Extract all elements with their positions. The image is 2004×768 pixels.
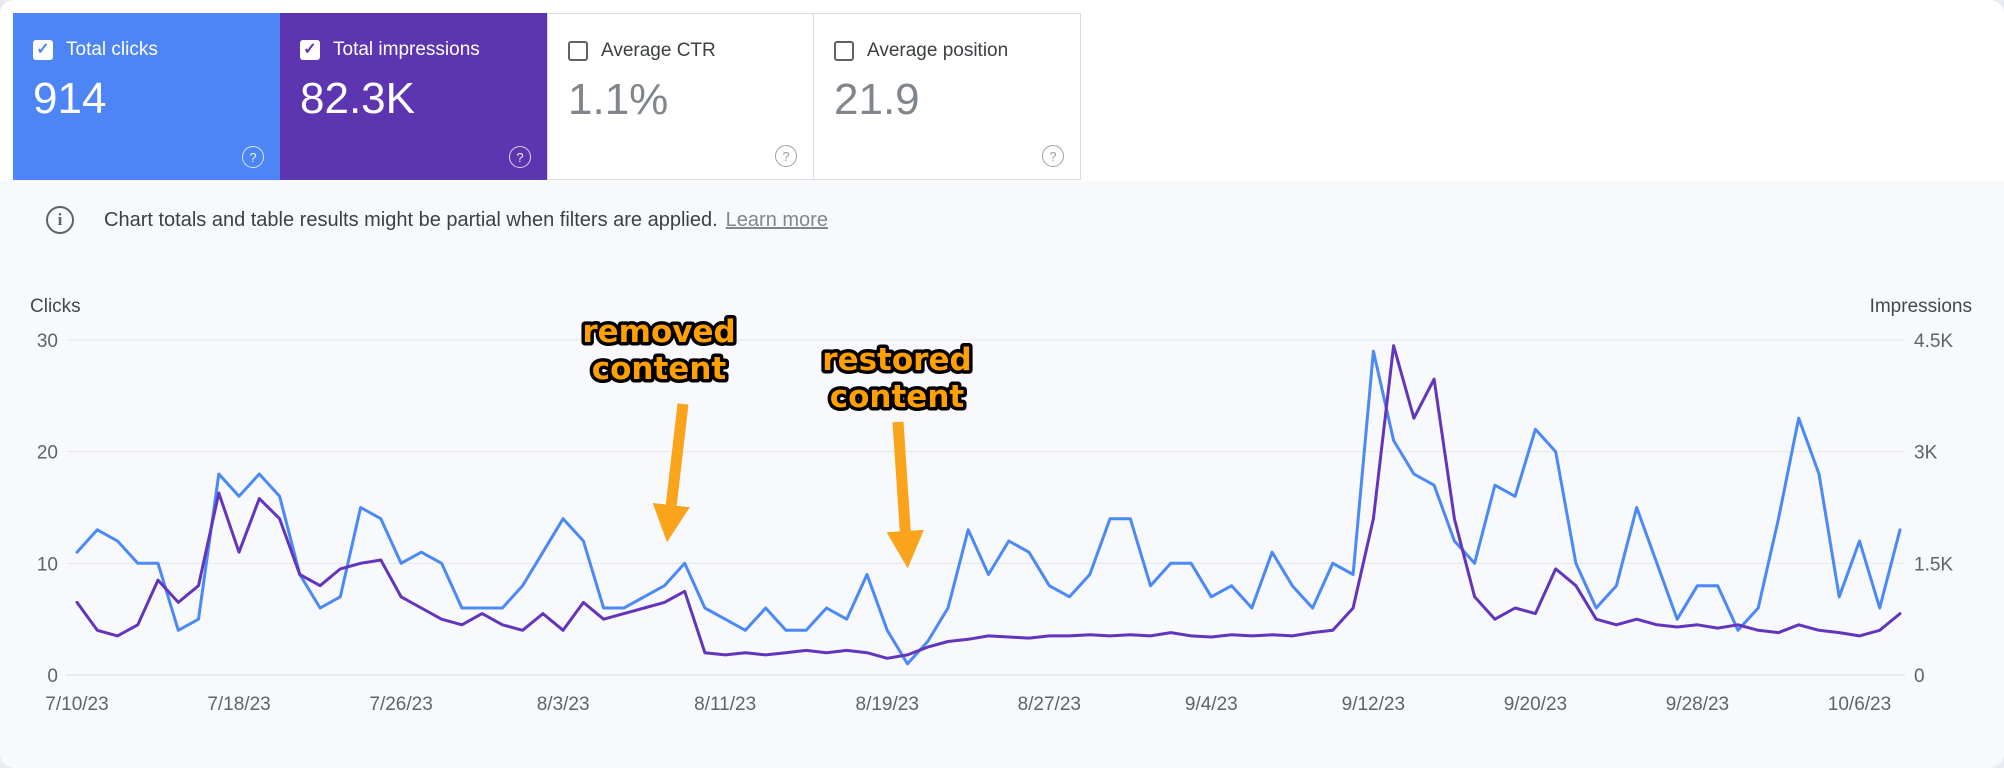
checkmark-icon: ✓: [303, 41, 317, 58]
removed-content-arrow: [652, 403, 690, 543]
card-label-total-impressions: Total impressions: [333, 39, 480, 60]
card-label-total-clicks: Total clicks: [66, 39, 158, 60]
checkbox-average-ctr[interactable]: [568, 41, 588, 61]
impressions-line: [75, 344, 1902, 660]
left-axis-tick: 0: [47, 666, 58, 687]
x-axis-label: 9/12/23: [1342, 694, 1405, 715]
grid-layer: 30 4.5K 20 3K 10 1.5K 0 0 7/10/23 7/18/23 7/26/23 8…: [37, 331, 1954, 715]
annotation-removed-content: removed content: [579, 311, 739, 543]
learn-more-link[interactable]: Learn more: [725, 208, 828, 231]
left-axis-tick: 30: [37, 331, 58, 352]
help-icon[interactable]: ?: [775, 145, 797, 167]
annotation-removed-line2: content: [592, 351, 727, 387]
checkbox-average-position[interactable]: [834, 41, 854, 61]
x-axis-label: 8/27/23: [1018, 694, 1081, 715]
x-axis-label: 7/18/23: [207, 694, 270, 715]
x-axis-label: 8/19/23: [856, 694, 919, 715]
card-header: ✓ Total impressions: [300, 39, 547, 61]
banner-text: Chart totals and table results might be …: [104, 209, 828, 232]
right-axis-tick: 0: [1914, 666, 1925, 687]
total-impressions-value: 82.3K: [300, 74, 415, 123]
card-header: Average CTR: [568, 40, 813, 62]
clicks-line: [75, 349, 1902, 666]
card-header: ✓ Total clicks: [33, 39, 280, 61]
performance-chart: Clicks Impressions 30 4.5K 20 3K 10 1.5K 0 0 7/1…: [30, 296, 1972, 715]
help-icon[interactable]: ?: [509, 146, 531, 168]
right-axis-tick: 1.5K: [1914, 554, 1953, 575]
total-clicks-value: 914: [33, 74, 107, 123]
x-axis-label: 9/20/23: [1504, 694, 1567, 715]
annotation-restored-content: restored content: [819, 339, 975, 569]
left-axis-tick: 20: [37, 443, 58, 464]
left-axis-tick: 10: [37, 554, 58, 575]
average-ctr-value: 1.1%: [568, 75, 669, 124]
metric-cards: ✓ Total clicks 914 ? ✓ Total impressions…: [13, 13, 1081, 180]
checkmark-icon: ✓: [36, 41, 50, 58]
average-position-value: 21.9: [834, 75, 920, 124]
banner-message: Chart totals and table results might be …: [104, 208, 718, 231]
annotation-restored-line1: restored: [822, 342, 971, 378]
info-icon: i: [46, 206, 74, 234]
card-header: Average position: [834, 40, 1080, 62]
left-axis-title: Clicks: [30, 296, 81, 317]
checkbox-total-impressions[interactable]: ✓: [300, 40, 320, 60]
right-axis-tick: 4.5K: [1914, 331, 1953, 352]
right-axis-title: Impressions: [1870, 296, 1972, 317]
x-axis-label: 7/10/23: [45, 694, 108, 715]
series-layer: [75, 344, 1902, 666]
metric-card-average-ctr[interactable]: Average CTR 1.1% ?: [547, 13, 814, 180]
annotation-removed-line1: removed: [582, 314, 735, 350]
checkbox-total-clicks[interactable]: ✓: [33, 40, 53, 60]
x-axis-label: 8/11/23: [694, 694, 756, 715]
x-axis-label: 9/4/23: [1185, 694, 1238, 715]
card-label-average-position: Average position: [867, 40, 1009, 61]
x-axis-label: 9/28/23: [1666, 694, 1729, 715]
x-axis-label: 7/26/23: [369, 694, 432, 715]
restored-content-arrow: [886, 421, 924, 569]
card-label-average-ctr: Average CTR: [601, 40, 716, 61]
annotation-restored-line2: content: [830, 379, 965, 415]
x-axis-label: 10/6/23: [1828, 694, 1891, 715]
right-axis-tick: 3K: [1914, 443, 1938, 464]
help-icon[interactable]: ?: [242, 146, 264, 168]
metric-card-total-impressions[interactable]: ✓ Total impressions 82.3K ?: [280, 13, 547, 180]
metric-card-average-position[interactable]: Average position 21.9 ?: [814, 13, 1081, 180]
help-icon[interactable]: ?: [1042, 145, 1064, 167]
x-axis-label: 8/3/23: [537, 694, 590, 715]
metric-card-total-clicks[interactable]: ✓ Total clicks 914 ?: [13, 13, 280, 180]
filter-notice-banner: i Chart totals and table results might b…: [46, 206, 828, 234]
